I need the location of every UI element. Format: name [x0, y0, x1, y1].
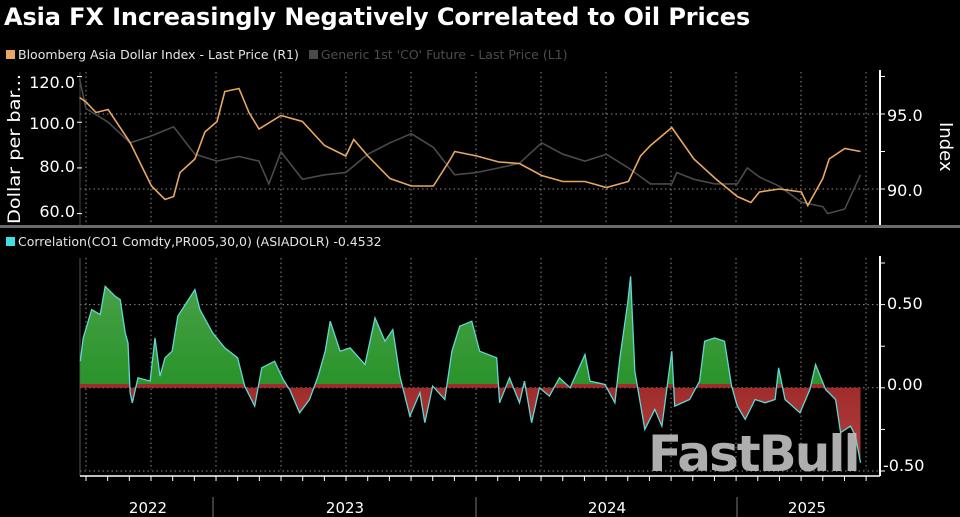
x-tick-label-2023: 2023	[326, 499, 364, 517]
y-right-tick-label: 95.0	[887, 106, 923, 125]
grid-lines	[80, 72, 880, 472]
top-legend: Bloomberg Asia Dollar Index - Last Price…	[6, 47, 578, 62]
legend-swatch-orange-icon	[6, 50, 15, 59]
fastbull-watermark: FastBull	[648, 425, 861, 483]
legend-label: Generic 1st 'CO' Future - Last Price (L1…	[320, 47, 568, 62]
tick-labels: 120.0 100.0 80.0 60.0 Dollar per bar... …	[5, 73, 956, 517]
correlation-positive-area	[80, 276, 824, 384]
legend-swatch-gray-icon	[308, 50, 318, 59]
x-tick-label-2025: 2025	[788, 499, 826, 517]
chart-marks	[78, 78, 862, 463]
y-left-tick-label: 60.0	[39, 202, 75, 221]
x-tick-label-2024: 2024	[588, 499, 626, 517]
corr-tick-label: 0.50	[887, 294, 923, 313]
y-left-tick-label: 100.0	[29, 114, 75, 133]
legend-swatch-cyan-icon	[6, 237, 15, 246]
axes	[0, 70, 960, 517]
y-left-tick-label: 120.0	[29, 73, 75, 92]
corr-tick-label: -0.50	[883, 456, 924, 475]
panel-divider	[0, 225, 960, 228]
y-right-axis-label: Index	[935, 122, 956, 172]
legend-item-correlation: Correlation(CO1 Comdty,PR005,30,0) (ASIA…	[6, 234, 382, 249]
y-left-tick-label: 80.0	[39, 157, 75, 176]
asia-dollar-index-line	[79, 87, 861, 208]
correlation-line	[79, 276, 862, 463]
corr-tick-label: 0.00	[887, 375, 923, 394]
y-left-axis-label: Dollar per bar...	[5, 74, 25, 224]
legend-item-asia-dollar-index: Bloomberg Asia Dollar Index - Last Price…	[6, 47, 299, 62]
legend-item-oil-future: Generic 1st 'CO' Future - Last Price (L1…	[308, 47, 568, 62]
oil-future-line	[78, 78, 862, 215]
bottom-legend: Correlation(CO1 Comdty,PR005,30,0) (ASIA…	[6, 234, 392, 249]
chart-title: Asia FX Increasingly Negatively Correlat…	[4, 3, 751, 31]
legend-label: Correlation(CO1 Comdty,PR005,30,0) (ASIA…	[18, 234, 382, 249]
legend-label: Bloomberg Asia Dollar Index - Last Price…	[18, 47, 299, 62]
y-right-tick-label: 90.0	[887, 181, 923, 200]
x-tick-label-2022: 2022	[129, 499, 167, 517]
